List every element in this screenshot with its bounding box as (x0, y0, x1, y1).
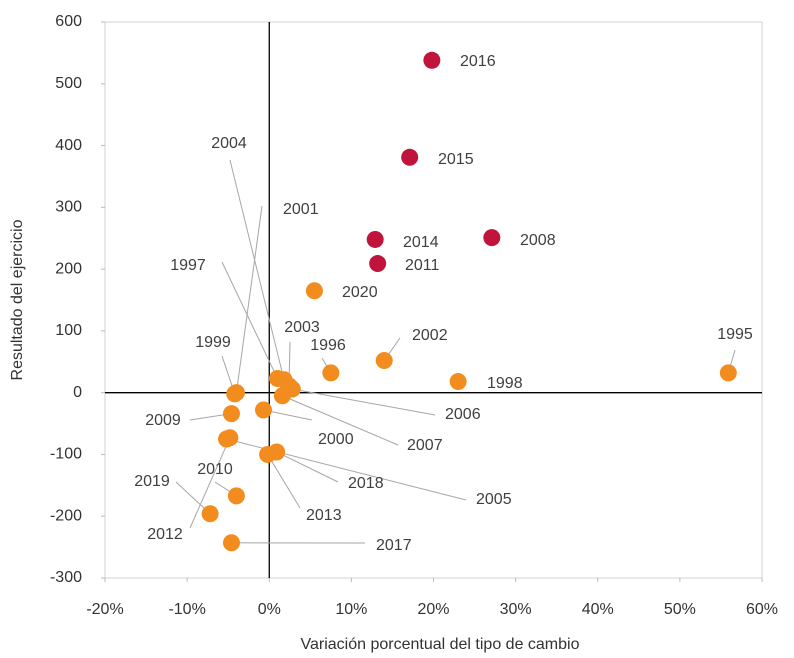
point (423, 51, 441, 69)
point-label: 2007 (407, 437, 443, 454)
y-tick-label: 600 (55, 13, 82, 30)
leader-line (292, 388, 436, 416)
point-label: 2013 (306, 507, 342, 524)
point (401, 148, 419, 166)
point (201, 505, 219, 523)
y-tick-label: 400 (55, 137, 82, 154)
y-tick-label: -100 (50, 446, 82, 463)
point (227, 384, 245, 402)
point (273, 387, 291, 405)
point-label: 2015 (438, 151, 474, 168)
point-label: 2020 (342, 284, 378, 301)
x-tick-label: 60% (746, 601, 778, 618)
point (218, 430, 236, 448)
point-label: 2010 (197, 461, 233, 478)
point (322, 364, 340, 382)
y-tick-label: 300 (55, 199, 82, 216)
point-label: 2017 (376, 537, 412, 554)
x-tick-label: 50% (664, 601, 696, 618)
leader-line (276, 451, 339, 483)
plot-frame (104, 21, 763, 579)
point-label: 1996 (310, 337, 346, 354)
point (366, 230, 384, 248)
x-tick-label: 30% (500, 601, 532, 618)
point-label: 2005 (476, 491, 512, 508)
y-tick-label: 200 (55, 260, 82, 277)
point-label: 1997 (170, 257, 206, 274)
point-label: 2009 (145, 412, 181, 429)
leader-line (229, 159, 285, 380)
point-label: 2014 (403, 234, 439, 251)
point (259, 445, 277, 463)
point-label: 2000 (318, 431, 354, 448)
point-label: 2003 (284, 319, 320, 336)
point (375, 352, 393, 370)
y-tick-label: 500 (55, 75, 82, 92)
x-tick-label: 20% (417, 601, 449, 618)
point (305, 282, 323, 300)
y-tick-label: 100 (55, 322, 82, 339)
point (719, 364, 737, 382)
leader-line (267, 454, 301, 509)
x-tick-label: -10% (168, 601, 205, 618)
point-label: 2002 (412, 327, 448, 344)
leader-line (221, 261, 278, 379)
x-axis-title: Variación porcentual del tipo de cambio (301, 636, 580, 653)
point-label: 2019 (134, 473, 170, 490)
point (369, 255, 387, 273)
point-label: 2006 (445, 406, 481, 423)
x-tick-label: 10% (335, 601, 367, 618)
x-tick-label: 0% (258, 601, 281, 618)
point (222, 534, 240, 552)
x-tick-label: -20% (86, 601, 123, 618)
point-label: 2018 (348, 475, 384, 492)
point-label: 1999 (195, 334, 231, 351)
point (222, 405, 240, 423)
point-label: 2004 (211, 135, 247, 152)
point (483, 229, 501, 247)
point-label: 2008 (520, 232, 556, 249)
point-label: 1998 (487, 375, 523, 392)
point-label: 2001 (283, 201, 319, 218)
y-tick-label: -300 (50, 569, 82, 586)
leader-line (235, 205, 263, 393)
leader-line (282, 395, 399, 446)
point-label: 2012 (147, 526, 183, 543)
point (449, 373, 467, 391)
y-tick-label: -200 (50, 507, 82, 524)
point-label: 1995 (717, 326, 753, 343)
point-label: 2016 (460, 53, 496, 70)
x-tick-label: 40% (582, 601, 614, 618)
leader-line (189, 437, 231, 529)
point (255, 401, 273, 419)
y-axis-title: Resultado del ejercicio (9, 219, 26, 380)
point (227, 487, 245, 505)
point-label: 2011 (405, 257, 440, 274)
y-tick-label: 0 (73, 384, 82, 401)
